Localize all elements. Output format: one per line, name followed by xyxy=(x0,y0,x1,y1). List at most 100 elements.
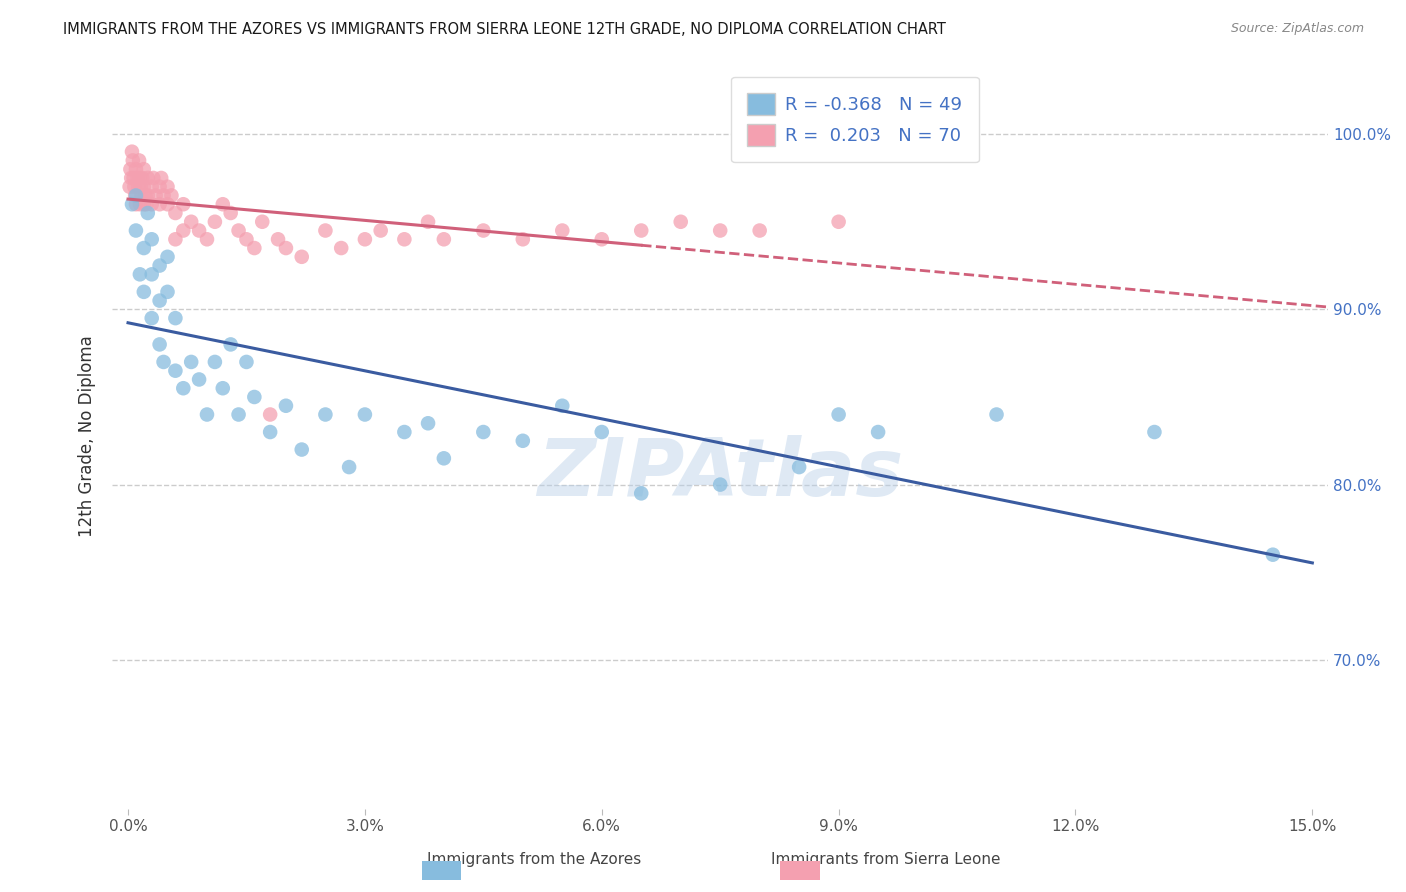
Point xyxy=(195,408,218,422)
Point xyxy=(314,223,336,237)
Point xyxy=(121,145,143,159)
Point xyxy=(195,232,218,246)
Point xyxy=(141,311,163,326)
Point xyxy=(630,486,652,500)
Point xyxy=(337,460,360,475)
Point xyxy=(156,285,179,299)
Point xyxy=(354,232,377,246)
Point xyxy=(188,372,211,386)
Point xyxy=(136,188,159,202)
Point xyxy=(142,171,165,186)
Point xyxy=(433,451,456,466)
Point xyxy=(120,162,142,177)
Point xyxy=(134,188,156,202)
Point xyxy=(228,408,250,422)
Point xyxy=(156,179,179,194)
Point xyxy=(354,408,377,422)
Point xyxy=(472,425,495,439)
Point xyxy=(235,232,257,246)
Point xyxy=(172,223,194,237)
Point xyxy=(118,179,141,194)
Point xyxy=(243,390,266,404)
Text: Immigrants from Sierra Leone: Immigrants from Sierra Leone xyxy=(770,852,1001,867)
Point xyxy=(156,197,179,211)
Point xyxy=(267,232,290,246)
Point xyxy=(150,171,173,186)
Point xyxy=(394,232,416,246)
Point xyxy=(416,215,439,229)
Point xyxy=(291,442,314,457)
Point xyxy=(787,460,810,475)
Point xyxy=(132,197,155,211)
Point xyxy=(1261,548,1284,562)
Point xyxy=(416,417,439,431)
Point xyxy=(124,188,146,202)
Point xyxy=(125,197,148,211)
Point xyxy=(141,232,163,246)
Point xyxy=(127,171,149,186)
Point xyxy=(149,259,172,273)
Point xyxy=(160,188,183,202)
Point xyxy=(551,399,574,413)
Point xyxy=(135,197,157,211)
Point xyxy=(472,223,495,237)
Point xyxy=(709,477,731,491)
Point xyxy=(156,250,179,264)
Point xyxy=(145,188,167,202)
Point xyxy=(125,223,148,237)
Point xyxy=(121,153,143,168)
Point xyxy=(274,241,297,255)
Point xyxy=(121,197,143,211)
Point xyxy=(259,425,281,439)
Point xyxy=(132,179,155,194)
Y-axis label: 12th Grade, No Diploma: 12th Grade, No Diploma xyxy=(79,335,96,537)
Point xyxy=(827,408,849,422)
Point xyxy=(132,162,155,177)
Point xyxy=(127,179,149,194)
Point xyxy=(512,434,534,448)
Point xyxy=(129,179,152,194)
Point xyxy=(132,285,155,299)
Text: Immigrants from the Azores: Immigrants from the Azores xyxy=(427,852,641,867)
Point xyxy=(180,355,202,369)
Point xyxy=(228,223,250,237)
Point xyxy=(204,355,226,369)
Point xyxy=(211,381,233,395)
Point xyxy=(591,425,613,439)
Point xyxy=(986,408,1008,422)
Point xyxy=(274,399,297,413)
Point xyxy=(259,408,281,422)
Text: Source: ZipAtlas.com: Source: ZipAtlas.com xyxy=(1230,22,1364,36)
Point xyxy=(188,223,211,237)
Point xyxy=(1143,425,1166,439)
Point xyxy=(709,223,731,237)
Point xyxy=(748,223,770,237)
Point xyxy=(827,215,849,229)
Point xyxy=(141,179,163,194)
Point xyxy=(211,197,233,211)
Point xyxy=(219,206,242,220)
Point xyxy=(149,337,172,351)
Point xyxy=(551,223,574,237)
Point xyxy=(120,171,142,186)
Point xyxy=(136,206,159,220)
Point xyxy=(128,171,150,186)
Point xyxy=(291,250,314,264)
Point xyxy=(204,215,226,229)
Text: ZIPAtlas: ZIPAtlas xyxy=(537,434,903,513)
Point xyxy=(165,311,187,326)
Point xyxy=(124,179,146,194)
Point xyxy=(122,171,145,186)
Point xyxy=(125,162,148,177)
Point xyxy=(512,232,534,246)
Point xyxy=(433,232,456,246)
Point xyxy=(314,408,336,422)
Point xyxy=(128,153,150,168)
Point xyxy=(128,268,150,282)
Point xyxy=(165,364,187,378)
Point xyxy=(172,197,194,211)
Point xyxy=(165,232,187,246)
Point xyxy=(149,293,172,308)
Point xyxy=(172,381,194,395)
Point xyxy=(141,268,163,282)
